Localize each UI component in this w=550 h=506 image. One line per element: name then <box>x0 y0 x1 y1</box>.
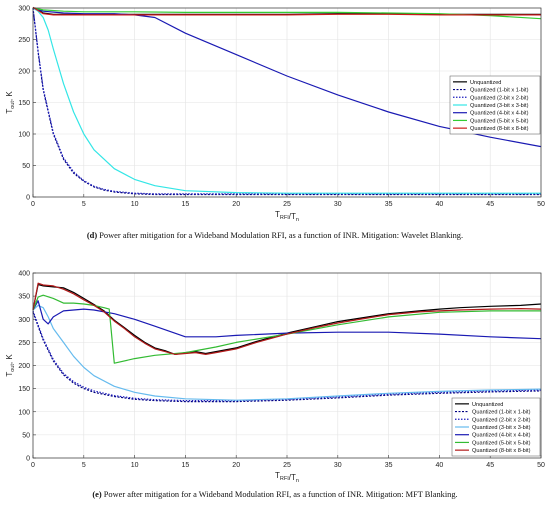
x-tick-label: 50 <box>537 462 545 469</box>
caption-top-label: (d) <box>86 231 98 240</box>
y-tick-label: 150 <box>18 100 30 107</box>
x-tick-label: 25 <box>283 201 291 208</box>
x-tick-label: 30 <box>334 201 342 208</box>
y-tick-label: 250 <box>18 37 30 44</box>
y-tick-label: 50 <box>22 432 30 439</box>
x-tick-label: 10 <box>131 462 139 469</box>
legend-entry: Quantized (2-bit x 2-bit) <box>470 95 529 101</box>
x-tick-label: 15 <box>182 201 190 208</box>
y-tick-label: 50 <box>22 163 30 170</box>
y-tick-label: 100 <box>18 132 30 139</box>
legend-entry: Quantized (5-bit x 5-bit) <box>472 440 531 446</box>
legend-entry: Unquantized <box>470 80 501 86</box>
y-tick-label: 400 <box>18 271 30 278</box>
caption-top: (d) Power after mitigation for a Wideban… <box>0 231 550 240</box>
x-tick-label: 0 <box>31 201 35 208</box>
x-tick-label: 20 <box>232 201 240 208</box>
x-tick-label: 50 <box>537 201 545 208</box>
y-axis-label: Tout, K <box>5 91 16 114</box>
y-tick-label: 200 <box>18 69 30 76</box>
x-tick-label: 5 <box>82 462 86 469</box>
y-tick-label: 250 <box>18 340 30 347</box>
x-tick-label: 45 <box>486 462 494 469</box>
x-axis-label: TRFI/Tn <box>275 210 299 223</box>
series-line-5 <box>32 300 542 340</box>
series-line-7 <box>32 6 541 16</box>
y-tick-label: 0 <box>26 195 30 202</box>
series-line-2 <box>32 312 542 403</box>
legend-entry: Quantized (5-bit x 5-bit) <box>470 118 529 124</box>
x-tick-label: 35 <box>385 201 393 208</box>
x-tick-label: 45 <box>486 201 494 208</box>
y-tick-label: 300 <box>18 6 30 13</box>
series-line-4 <box>32 304 542 401</box>
x-tick-label: 20 <box>232 462 240 469</box>
x-tick-label: 35 <box>385 462 393 469</box>
legend-entry: Quantized (4-bit x 4-bit) <box>470 111 529 117</box>
series-line-6 <box>32 7 542 20</box>
series-line-2 <box>32 7 541 196</box>
legend-entry: Quantized (3-bit x 3-bit) <box>470 103 529 109</box>
legend-entry: Quantized (8-bit x 8-bit) <box>472 448 531 454</box>
y-tick-label: 0 <box>26 456 30 463</box>
x-tick-label: 25 <box>283 462 291 469</box>
y-axis-label: Tout, K <box>5 354 16 377</box>
caption-bottom-text: Power after mitigation for a Wideband Mo… <box>103 490 458 499</box>
legend-entry: Unquantized <box>472 402 503 408</box>
y-tick-label: 200 <box>18 363 30 370</box>
plot-frame <box>32 7 542 198</box>
x-axis-label: TRFI/Tn <box>275 471 299 484</box>
x-tick-label: 40 <box>436 462 444 469</box>
series-line-4 <box>32 7 541 194</box>
y-tick-label: 150 <box>18 386 30 393</box>
y-tick-label: 300 <box>18 317 30 324</box>
x-tick-label: 40 <box>436 201 444 208</box>
caption-bottom: (e) Power after mitigation for a Wideban… <box>0 490 550 499</box>
legend-entry: Quantized (2-bit x 2-bit) <box>472 417 531 423</box>
x-tick-label: 10 <box>131 201 139 208</box>
x-tick-label: 5 <box>82 201 86 208</box>
y-tick-label: 100 <box>18 409 30 416</box>
x-tick-label: 15 <box>182 462 190 469</box>
legend-entry: Quantized (1-bit x 1-bit) <box>470 88 529 94</box>
series-line-6 <box>32 294 541 364</box>
series-line-7 <box>32 282 542 355</box>
chart-0: 0 5 10 15 20 25 30 35 40 45 50 0 50 100 150 200 250 300 TR… <box>5 6 545 224</box>
y-tick-label: 350 <box>18 294 30 301</box>
series-line-5 <box>32 7 542 148</box>
legend-entry: Quantized (8-bit x 8-bit) <box>470 126 529 132</box>
x-tick-label: 0 <box>31 462 35 469</box>
legend-entry: Quantized (1-bit x 1-bit) <box>472 410 531 416</box>
legend-entry: Quantized (4-bit x 4-bit) <box>472 433 531 439</box>
plot-frame <box>32 272 542 459</box>
legend-entry: Quantized (3-bit x 3-bit) <box>472 425 531 431</box>
x-tick-label: 30 <box>334 462 342 469</box>
chart-1: 0 5 10 15 20 25 30 35 40 45 50 0 50 100 150 200 250 300 35… <box>5 271 545 485</box>
caption-bottom-label: (e) <box>92 490 102 499</box>
caption-top-text: Power after mitigation for a Wideband Mo… <box>99 231 464 240</box>
